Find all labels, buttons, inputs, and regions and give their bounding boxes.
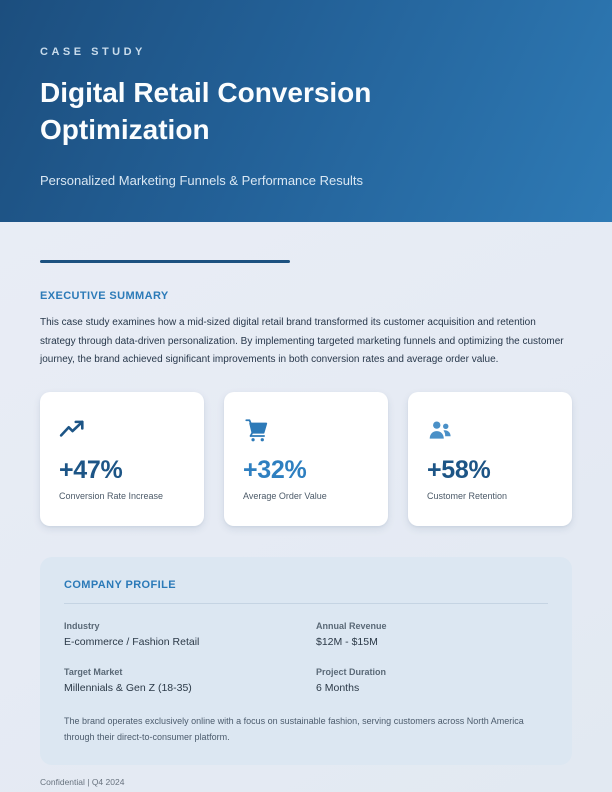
eyebrow-label: CASE STUDY: [40, 46, 146, 58]
stat-card-conversion: +47% Conversion Rate Increase: [40, 391, 204, 526]
stat-value: +47%: [59, 455, 123, 484]
hero-header: CASE STUDY Digital Retail Conversion Opt…: [0, 0, 612, 222]
profile-field-annual-revenue: Annual Revenue $12M - $15M: [316, 621, 548, 648]
field-label: Industry: [64, 620, 100, 631]
field-value: E-commerce / Fashion Retail: [64, 635, 200, 648]
users-icon: [427, 417, 553, 443]
accent-divider: [40, 260, 290, 263]
profile-divider: [64, 602, 548, 604]
company-profile-heading: COMPANY PROFILE: [64, 578, 176, 591]
field-label: Project Duration: [316, 666, 387, 677]
profile-field-target-market: Target Market Millennials & Gen Z (18-35…: [64, 667, 296, 694]
shopping-cart-icon: [243, 417, 369, 443]
field-value: 6 Months: [316, 681, 360, 694]
stat-label: Average Order Value: [243, 490, 327, 501]
executive-summary-text: This case study examines how a mid-sized…: [40, 317, 564, 365]
stat-value: +58%: [427, 455, 491, 484]
profile-fields-grid: Industry E-commerce / Fashion Retail Ann…: [64, 621, 548, 694]
page-footer: Confidential | Q4 2024: [40, 776, 125, 787]
stats-row: +47% Conversion Rate Increase +32% Avera…: [40, 391, 572, 526]
field-label: Annual Revenue: [316, 620, 387, 631]
main-content: EXECUTIVE SUMMARY This case study examin…: [0, 260, 612, 765]
company-description: The brand operates exclusively online wi…: [64, 715, 524, 742]
field-value: $12M - $15M: [316, 635, 378, 648]
page-title: Digital Retail Conversion Optimization: [40, 77, 372, 145]
stat-card-retention: +58% Customer Retention: [408, 391, 572, 526]
executive-summary-heading: EXECUTIVE SUMMARY: [40, 290, 169, 302]
trending-up-icon: [59, 417, 185, 443]
stat-card-order-value: +32% Average Order Value: [224, 391, 388, 526]
field-value: Millennials & Gen Z (18-35): [64, 681, 192, 694]
executive-summary-section: EXECUTIVE SUMMARY This case study examin…: [40, 290, 572, 370]
profile-field-industry: Industry E-commerce / Fashion Retail: [64, 621, 296, 648]
stat-label: Customer Retention: [427, 490, 508, 501]
field-label: Target Market: [64, 666, 123, 677]
page-subtitle: Personalized Marketing Funnels & Perform…: [40, 173, 363, 188]
company-profile-panel: COMPANY PROFILE Industry E-commerce / Fa…: [40, 556, 572, 765]
stat-value: +32%: [243, 455, 307, 484]
stat-label: Conversion Rate Increase: [59, 490, 164, 501]
profile-field-project-duration: Project Duration 6 Months: [316, 667, 548, 694]
